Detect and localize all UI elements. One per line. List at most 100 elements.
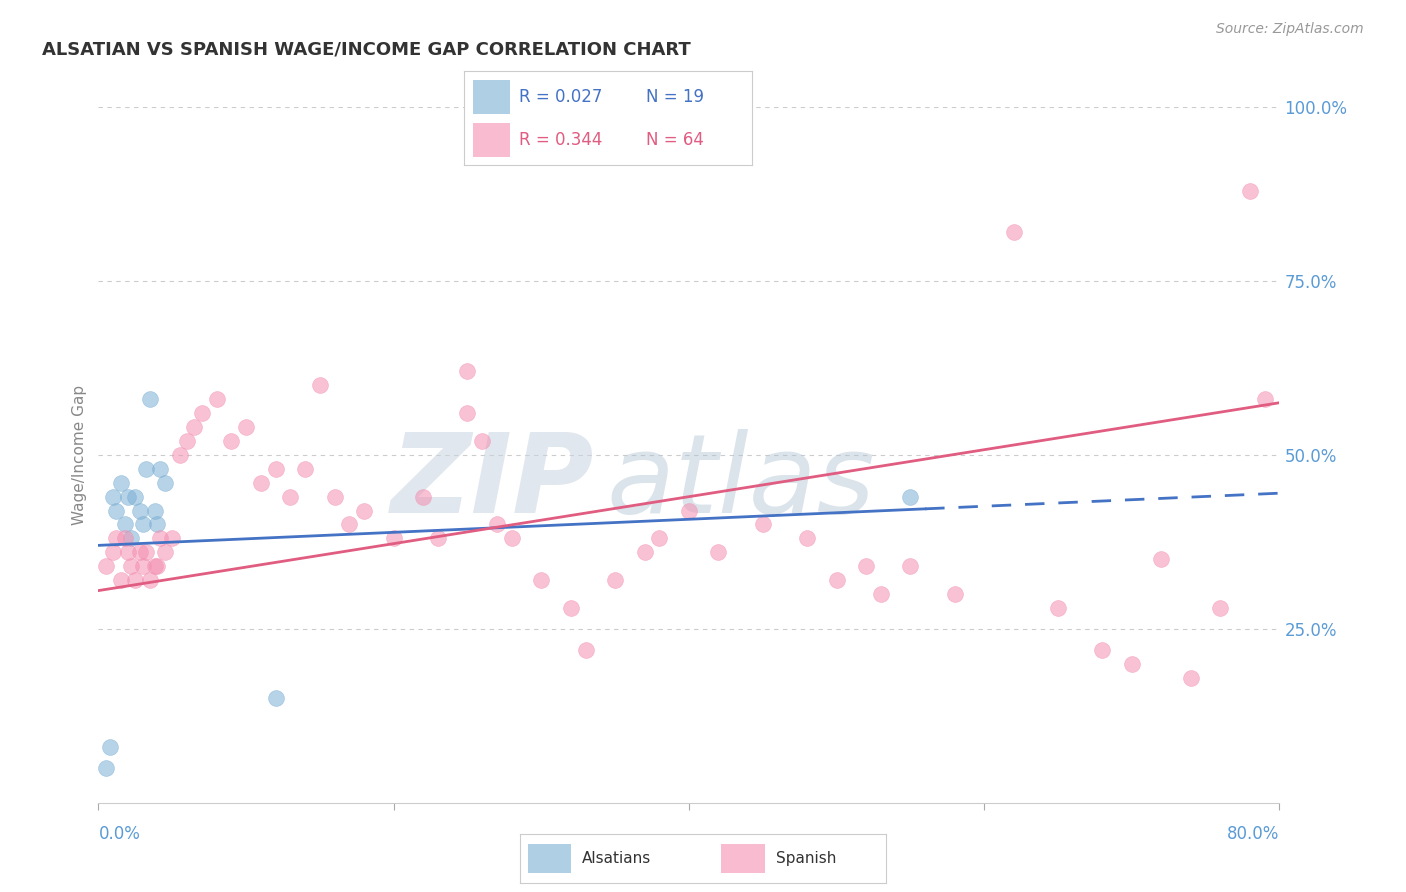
Point bbox=[120, 559, 142, 574]
Text: Alsatians: Alsatians bbox=[582, 851, 651, 866]
Point bbox=[751, 517, 773, 532]
Text: ZIP: ZIP bbox=[391, 429, 595, 536]
Point bbox=[132, 559, 155, 574]
Point bbox=[1180, 671, 1202, 685]
Point bbox=[678, 503, 700, 517]
Point bbox=[124, 490, 146, 504]
Text: R = 0.027: R = 0.027 bbox=[519, 87, 602, 105]
Point bbox=[98, 740, 121, 755]
Point bbox=[1209, 601, 1232, 615]
Point bbox=[1239, 184, 1261, 198]
Point bbox=[1150, 552, 1173, 566]
Point bbox=[855, 559, 877, 574]
Point bbox=[149, 462, 172, 476]
Point bbox=[143, 503, 166, 517]
Bar bbox=[472, 123, 510, 157]
Point bbox=[146, 559, 169, 574]
Point bbox=[235, 420, 257, 434]
Point bbox=[162, 532, 183, 546]
Point bbox=[105, 532, 128, 546]
Point bbox=[169, 448, 191, 462]
Point bbox=[103, 545, 125, 559]
Point bbox=[825, 573, 848, 587]
Point bbox=[456, 364, 478, 378]
Point bbox=[124, 573, 146, 587]
Point bbox=[153, 475, 176, 490]
Point bbox=[176, 434, 198, 448]
Point bbox=[120, 532, 142, 546]
Bar bbox=[721, 844, 765, 873]
Point bbox=[135, 545, 157, 559]
Point bbox=[139, 392, 162, 407]
Point bbox=[117, 545, 139, 559]
Point bbox=[501, 532, 523, 546]
Point bbox=[128, 503, 150, 517]
Point bbox=[339, 517, 360, 532]
Text: Source: ZipAtlas.com: Source: ZipAtlas.com bbox=[1216, 22, 1364, 37]
Point bbox=[648, 532, 671, 546]
Point bbox=[264, 462, 287, 476]
Text: N = 64: N = 64 bbox=[645, 131, 703, 149]
Point bbox=[143, 559, 166, 574]
Point bbox=[250, 475, 273, 490]
Point bbox=[707, 545, 730, 559]
Text: 80.0%: 80.0% bbox=[1227, 825, 1279, 843]
Point bbox=[94, 761, 117, 775]
Point bbox=[323, 490, 346, 504]
Point bbox=[353, 503, 375, 517]
Point bbox=[205, 392, 228, 407]
Text: ALSATIAN VS SPANISH WAGE/INCOME GAP CORRELATION CHART: ALSATIAN VS SPANISH WAGE/INCOME GAP CORR… bbox=[42, 40, 690, 58]
Bar bbox=[472, 79, 510, 113]
Point bbox=[110, 573, 132, 587]
Point bbox=[796, 532, 818, 546]
Point bbox=[146, 517, 169, 532]
Point bbox=[456, 406, 478, 420]
Point bbox=[309, 378, 332, 392]
Text: N = 19: N = 19 bbox=[645, 87, 703, 105]
Point bbox=[1091, 642, 1114, 657]
Point bbox=[633, 545, 655, 559]
Point bbox=[1254, 392, 1277, 407]
Point bbox=[219, 434, 242, 448]
Point bbox=[132, 517, 155, 532]
Point bbox=[183, 420, 205, 434]
Point bbox=[560, 601, 582, 615]
Point bbox=[139, 573, 162, 587]
Point bbox=[900, 559, 922, 574]
Point bbox=[114, 532, 136, 546]
Point bbox=[135, 462, 157, 476]
Point bbox=[128, 545, 150, 559]
Text: R = 0.344: R = 0.344 bbox=[519, 131, 602, 149]
Point bbox=[153, 545, 176, 559]
Bar bbox=[527, 844, 571, 873]
Point bbox=[294, 462, 316, 476]
Point bbox=[412, 490, 434, 504]
Point bbox=[278, 490, 302, 504]
Point bbox=[471, 434, 494, 448]
Text: Spanish: Spanish bbox=[776, 851, 837, 866]
Point bbox=[900, 490, 922, 504]
Point bbox=[530, 573, 553, 587]
Point bbox=[114, 517, 136, 532]
Point bbox=[110, 475, 132, 490]
Point bbox=[869, 587, 891, 601]
Point bbox=[149, 532, 172, 546]
Point bbox=[574, 642, 596, 657]
Point bbox=[943, 587, 966, 601]
Point bbox=[103, 490, 125, 504]
Point bbox=[427, 532, 450, 546]
Point bbox=[1121, 657, 1143, 671]
Point bbox=[105, 503, 128, 517]
Text: atlas: atlas bbox=[606, 429, 875, 536]
Point bbox=[486, 517, 509, 532]
Point bbox=[382, 532, 405, 546]
Point bbox=[605, 573, 627, 587]
Point bbox=[1046, 601, 1069, 615]
Point bbox=[264, 691, 287, 706]
Point bbox=[191, 406, 214, 420]
Y-axis label: Wage/Income Gap: Wage/Income Gap bbox=[72, 384, 87, 525]
Text: 0.0%: 0.0% bbox=[98, 825, 141, 843]
Point bbox=[1002, 225, 1025, 239]
Point bbox=[117, 490, 139, 504]
Point bbox=[94, 559, 117, 574]
